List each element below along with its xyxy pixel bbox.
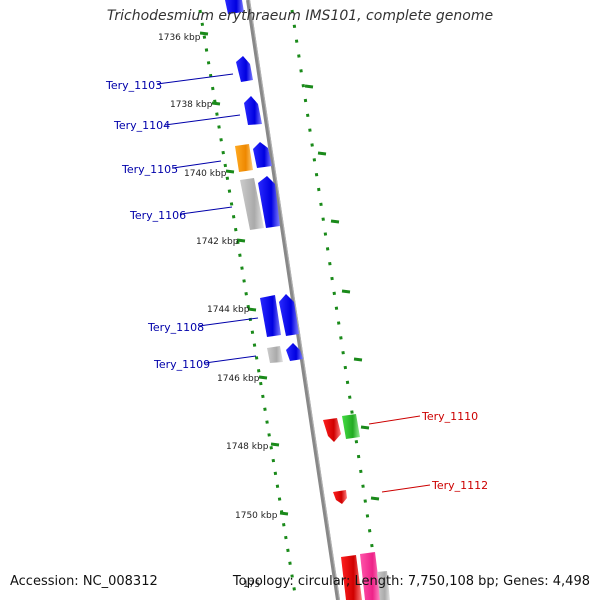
major-tick-1750 (279, 511, 289, 516)
major-tick-1748 (270, 442, 280, 447)
tick-label-1746: 1746 kbp (217, 374, 260, 384)
gene-bottom-gray[interactable] (377, 571, 390, 600)
gene-tery-1109-gray[interactable] (267, 346, 283, 363)
genome-stats: Topology: circular; Length: 7,750,108 bp… (232, 574, 590, 589)
genome-title: Trichodesmium erythraeum IMS101, complet… (106, 8, 494, 24)
gene-tery-1109-blue[interactable] (286, 343, 303, 361)
gene-tery-1105-blue[interactable] (253, 142, 272, 168)
gene-bottom-red[interactable] (341, 555, 362, 600)
tick-labels: 1736 kbp 1738 kbp 1740 kbp 1742 kbp 1744… (158, 33, 278, 521)
gene-tery-1112[interactable] (333, 490, 347, 504)
reverse-genes (323, 414, 390, 600)
genome-backbone-highlight (248, 0, 341, 600)
label-tery-1110[interactable]: Tery_1110 (421, 410, 478, 423)
label-tery-1108[interactable]: Tery_1108 (147, 321, 204, 334)
forward-genes (225, 0, 303, 363)
gene-labels: Tery_1103 Tery_1104 Tery_1105 Tery_1106 … (105, 79, 488, 492)
tick-label-1750: 1750 kbp (235, 511, 278, 521)
gene-tery-1108-a[interactable] (260, 295, 281, 337)
major-tick-1738 (211, 101, 221, 106)
gene-top-partial[interactable] (225, 0, 244, 14)
gene-tery-1106-gray[interactable] (240, 178, 264, 230)
major-tick-1746 (258, 375, 268, 380)
right-tick-track (290, 9, 382, 600)
tick-label-truncated: 175 (243, 580, 260, 590)
label-tery-1112[interactable]: Tery_1112 (431, 479, 488, 492)
left-tick-track (198, 9, 298, 600)
gene-tery-1106-blue[interactable] (258, 176, 280, 228)
gene-tery-1110-red[interactable] (323, 418, 341, 442)
tick-label-1740: 1740 kbp (184, 169, 227, 179)
accession-text: Accession: NC_008312 (10, 574, 158, 589)
gene-orange[interactable] (235, 144, 253, 172)
label-tery-1104[interactable]: Tery_1104 (113, 119, 170, 132)
tick-label-1748: 1748 kbp (226, 442, 269, 452)
tick-label-1742: 1742 kbp (196, 237, 239, 247)
gene-tery-1103[interactable] (236, 56, 253, 82)
label-tery-1105[interactable]: Tery_1105 (121, 163, 178, 176)
label-tery-1109[interactable]: Tery_1109 (153, 358, 210, 371)
major-tick-1740 (225, 169, 235, 174)
gene-tery-1104[interactable] (244, 96, 262, 125)
genome-backbone (246, 0, 340, 600)
label-tery-1106[interactable]: Tery_1106 (129, 209, 186, 222)
label-tery-1103[interactable]: Tery_1103 (105, 79, 162, 92)
tick-label-1736: 1736 kbp (158, 33, 201, 43)
gene-bottom-magenta[interactable] (360, 552, 381, 600)
leader-lines (156, 73, 431, 493)
tick-label-1744: 1744 kbp (207, 305, 250, 315)
tick-label-1738: 1738 kbp (170, 100, 213, 110)
gene-tery-1110-green[interactable] (342, 414, 360, 439)
major-tick-1736 (199, 31, 209, 36)
gene-tery-1108-b[interactable] (279, 294, 299, 336)
major-tick-1744 (247, 307, 257, 312)
major-tick-1742 (236, 238, 246, 243)
